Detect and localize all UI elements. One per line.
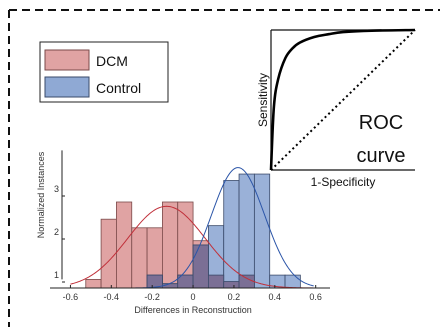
roc-curve-line xyxy=(269,28,416,171)
dcm-bar xyxy=(162,201,179,289)
y-tick-label: 1 xyxy=(54,270,59,280)
overlap-bar xyxy=(238,274,255,289)
overlap-bar xyxy=(162,283,179,289)
dcm-bar xyxy=(116,201,133,289)
legend-label-control: Control xyxy=(96,80,141,96)
x-tick-label: -0.2 xyxy=(144,292,160,302)
y-tick-label: 2 xyxy=(54,227,59,237)
legend-swatch-dcm xyxy=(44,49,90,71)
legend-swatch-control xyxy=(44,76,90,98)
roc-x-axis-title: 1-Specificity xyxy=(311,175,376,189)
roc-annotation-line1: ROC xyxy=(359,112,403,134)
dcm-fit-curve xyxy=(70,205,314,289)
legend: DCM Control xyxy=(39,41,169,103)
x-tick-label: 0 xyxy=(191,292,196,302)
overlap-bar xyxy=(223,281,240,289)
roc-y-axis-title: Sensitivity xyxy=(256,73,270,127)
overlap-bar xyxy=(207,274,225,289)
x-tick-label: -0.4 xyxy=(104,292,120,302)
overlap-bar xyxy=(192,244,209,289)
roc-chance-line xyxy=(270,29,416,171)
roc-inset-chart: 1-Specificity Sensitivity ROC curve xyxy=(256,28,416,189)
x-tick-label: 0.4 xyxy=(269,292,282,302)
control-bar xyxy=(238,173,255,289)
control-bar xyxy=(253,173,271,289)
x-axis-title: Differences in Reconstruction xyxy=(134,305,251,315)
roc-annotation-line2: curve xyxy=(357,145,406,167)
x-tick-label: -0.6 xyxy=(63,292,79,302)
dashed-frame xyxy=(8,9,440,327)
x-tick-label: 0.6 xyxy=(309,292,322,302)
dcm-bar xyxy=(100,218,117,289)
x-tick-labels: -0.6 -0.4 -0.2 0 0.2 0.4 0.6 xyxy=(63,292,322,302)
control-bar xyxy=(284,274,301,289)
dcm-bar xyxy=(131,227,148,289)
dcm-bar xyxy=(85,278,102,289)
y-tick-labels: 1 2 3 xyxy=(54,184,59,280)
x-tick-label: 0.2 xyxy=(228,292,241,302)
overlap-bars xyxy=(146,244,255,289)
legend-label-dcm: DCM xyxy=(96,53,128,69)
y-axis-title: Normalized Instances xyxy=(36,151,46,238)
histogram-chart: -0.6 -0.4 -0.2 0 0.2 0.4 0.6 1 2 3 Differences i… xyxy=(36,150,330,315)
y-tick-label: 3 xyxy=(54,184,59,194)
histogram-axes xyxy=(50,150,330,289)
